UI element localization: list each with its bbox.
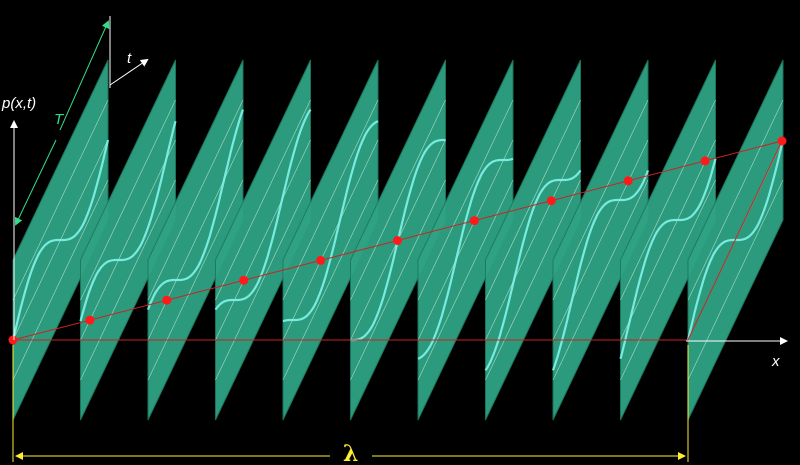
panel-guide-line bbox=[147, 99, 244, 301]
period-label: T bbox=[54, 111, 65, 128]
period-arrow-back bbox=[14, 139, 57, 226]
time-slice-panel bbox=[551, 59, 650, 421]
panel-guide-line bbox=[485, 139, 581, 341]
t-axis bbox=[109, 58, 149, 86]
panel-guide-line bbox=[147, 139, 244, 341]
time-slice-panel bbox=[282, 59, 379, 421]
panel-guide-line bbox=[215, 99, 311, 301]
panel-guide-line bbox=[552, 179, 649, 381]
panel-guide-line bbox=[12, 179, 109, 381]
panel-guide-line bbox=[80, 99, 176, 301]
wave-curve bbox=[551, 170, 650, 371]
phase-dot bbox=[239, 275, 249, 285]
time-slice-panel bbox=[619, 59, 717, 421]
wavelength-marker: λ bbox=[12, 345, 689, 465]
phase-dot bbox=[316, 255, 326, 265]
t-axis-label: t bbox=[127, 50, 132, 67]
axes bbox=[10, 16, 788, 345]
panel-guide-line bbox=[620, 179, 716, 381]
phase-dots bbox=[8, 136, 787, 345]
panel-guide-line bbox=[80, 179, 176, 381]
time-slice-panel bbox=[146, 59, 245, 421]
phase-dot bbox=[85, 315, 95, 325]
wave-curve bbox=[619, 158, 717, 360]
period-marker: T bbox=[14, 20, 110, 226]
panel-guide-line bbox=[282, 179, 379, 381]
panel-guide-line bbox=[350, 99, 446, 301]
panel-guide-line bbox=[282, 99, 379, 301]
panel-guide-line bbox=[620, 99, 716, 301]
time-slice-panel bbox=[214, 59, 312, 421]
phase-dot bbox=[469, 216, 479, 226]
phase-dot bbox=[700, 156, 710, 166]
panel-guide-line bbox=[485, 99, 581, 301]
panel-guide-line bbox=[417, 99, 514, 301]
panel-guide-line bbox=[620, 139, 716, 341]
panel-guide-line bbox=[485, 179, 581, 381]
time-slice-panel bbox=[11, 59, 110, 421]
panel-guide-line bbox=[215, 139, 311, 341]
phase-dot bbox=[623, 176, 633, 186]
panel-guide-line bbox=[687, 99, 784, 301]
period-arrow bbox=[59, 20, 110, 131]
time-slice-panel bbox=[79, 59, 177, 421]
phase-dot bbox=[8, 335, 18, 345]
wave-curve bbox=[417, 157, 514, 360]
phase-line-right bbox=[687, 140, 783, 341]
x-axis-label: x bbox=[771, 353, 780, 370]
wave-curve bbox=[282, 120, 379, 323]
panel-guide-line bbox=[12, 99, 109, 301]
wave-curve bbox=[146, 109, 245, 310]
phase-dot bbox=[162, 295, 172, 305]
p-axis-label: p(x,t) bbox=[1, 95, 36, 112]
wave-curve bbox=[484, 169, 582, 372]
panel-guide-line bbox=[552, 139, 649, 341]
phase-dot bbox=[546, 196, 556, 206]
panel-guide-line bbox=[282, 139, 379, 341]
panel-guide-line bbox=[215, 179, 311, 381]
panel-guide-line bbox=[147, 179, 244, 381]
time-slice-panel bbox=[484, 59, 582, 421]
wave-curve bbox=[214, 108, 312, 311]
panel-guide-line bbox=[687, 179, 784, 381]
panel-guide-line bbox=[350, 179, 446, 381]
wave-curve bbox=[11, 139, 110, 341]
wavelength-label: λ bbox=[343, 441, 358, 465]
panel-guide-line bbox=[80, 139, 176, 341]
panel-guide-line bbox=[417, 179, 514, 381]
phase-dot bbox=[393, 236, 402, 245]
panel-guide-line bbox=[552, 99, 649, 301]
wave-curve bbox=[79, 120, 177, 322]
time-slice-panel bbox=[417, 59, 514, 421]
panel-guide-line bbox=[417, 139, 514, 341]
phase-dot bbox=[777, 136, 787, 146]
